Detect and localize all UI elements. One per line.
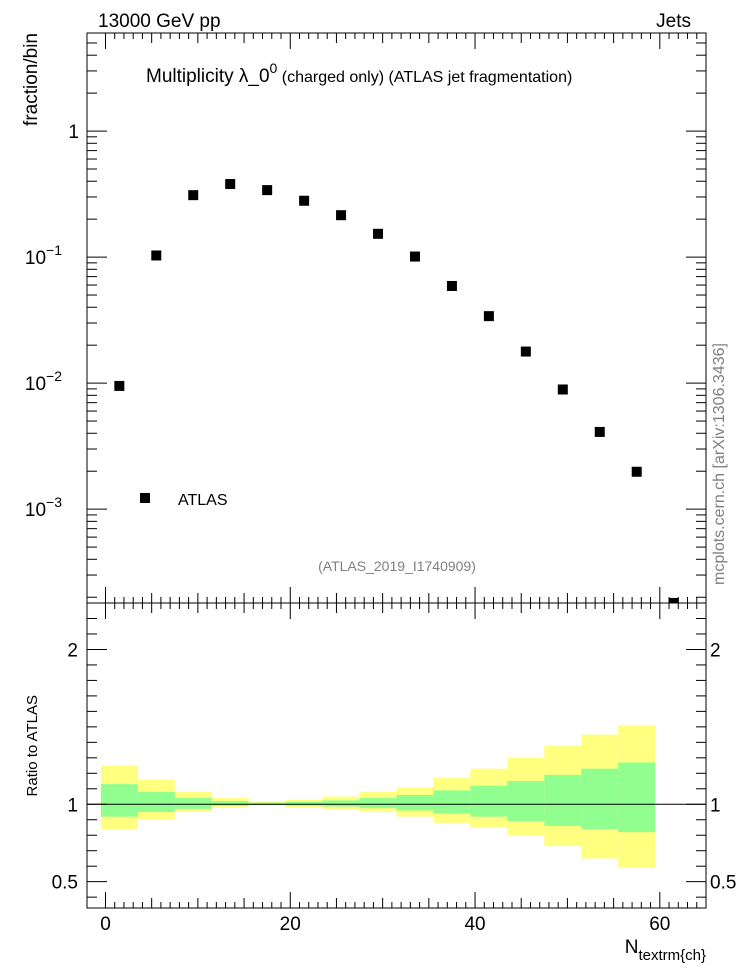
main-frame [86,32,707,604]
x-tick-label: 0 [100,914,111,935]
main-panel: 1 10−1 10−2 10−3 [25,32,707,604]
legend-label: ATLAS [178,492,228,509]
inner-band-bin [470,785,508,817]
xlabel-main: N [625,937,639,958]
ratio-y-tick-label-right: 1 [710,795,721,816]
legend-marker [140,493,150,503]
ratio-y-tick-label-right: 2 [710,640,721,661]
data-point [594,426,605,437]
inner-band-bin [100,784,138,817]
ratio-y-tick-label: 2 [67,640,78,661]
ratio-panel: 0 20 40 60 0.5 0.5 1 1 2 2 [52,602,736,935]
data-point [151,250,162,261]
ratio-y-tick-label: 0.5 [52,873,78,894]
inner-band-bin [544,774,582,826]
category-label: Jets [656,11,691,32]
main-ylabel: fraction/bin [21,33,42,126]
inner-band-bin [507,781,545,822]
x-tick-label: 40 [464,914,485,935]
data-point [446,280,457,291]
source-label: mcplots.cern.ch [arXiv:1306.3436] [711,343,728,585]
ratio-frame [86,602,707,909]
xlabel: Ntextrm{ch} [625,937,706,964]
main-y-tick-label: 10−3 [25,494,62,521]
ratio-ylabel: Ratio to ATLAS [24,695,41,796]
data-point [668,598,679,603]
x-tick-label: 60 [649,914,670,935]
inner-band-bin [359,798,397,809]
energy-label: 13000 GeV pp [98,11,221,32]
x-tick-label: 20 [280,914,301,935]
data-point [336,210,347,221]
data-point [299,195,310,206]
inner-band-bin [433,790,471,814]
inner-band-bin [137,791,175,813]
ratio-y-tick-label: 1 [67,795,78,816]
data-point [557,384,568,395]
title-sup: 0 [270,60,278,76]
main-y-tick-label: 10−1 [25,242,62,269]
inner-band-bin [174,798,212,809]
data-point [188,190,199,201]
plot-title: Multiplicity λ_00 (charged only) (ATLAS … [146,60,572,87]
xlabel-sub: textrm{ch} [638,947,706,964]
data-point [373,228,384,239]
inner-band-bin [581,768,619,830]
data-point [114,380,125,391]
data-point [631,466,642,477]
inner-band-bin [322,800,360,807]
data-point [409,251,420,262]
data-point [483,311,494,322]
main-y-tick-label: 1 [68,122,79,143]
inner-band-bin [396,794,434,811]
main-y-tick-label: 10−2 [25,368,62,395]
inner-band-bin [618,762,656,833]
data-point [225,179,236,190]
title-rest: (charged only) (ATLAS jet fragmentation) [277,69,572,86]
analysis-id-label: (ATLAS_2019_I1740909) [318,558,476,574]
title-main: Multiplicity λ_0 [146,66,270,87]
ratio-y-tick-label-right: 0.5 [710,873,736,894]
data-point [262,185,273,196]
data-point [520,346,531,357]
inner-band-bin [211,801,249,806]
